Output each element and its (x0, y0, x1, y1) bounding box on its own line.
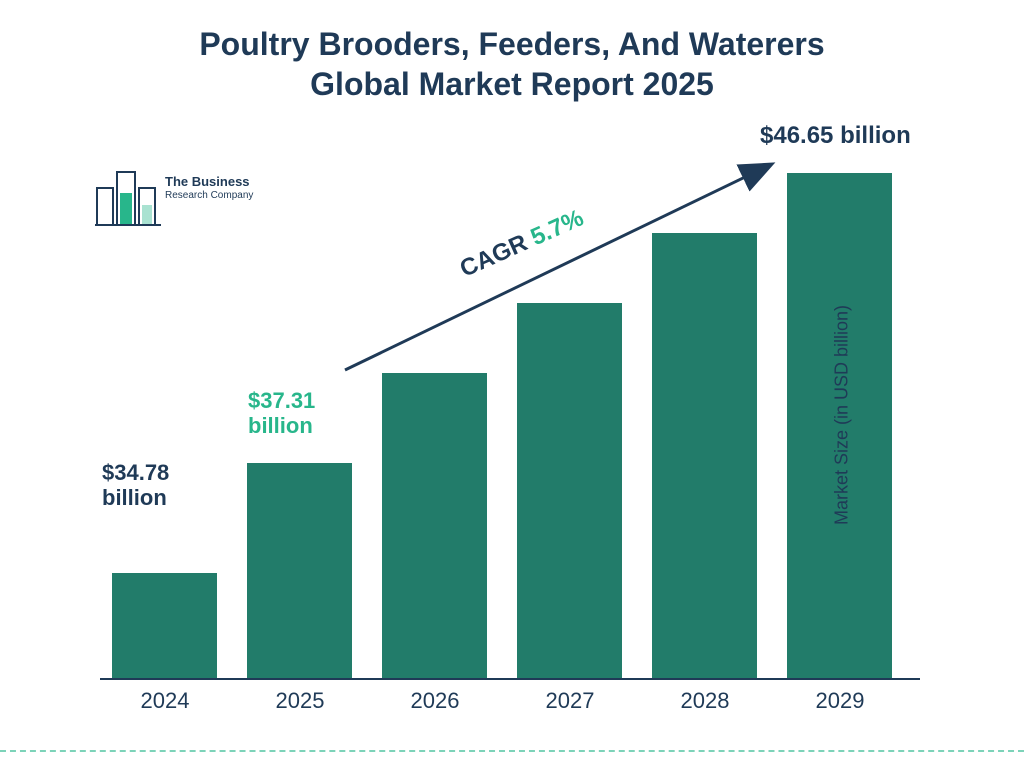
bar-slot: 2028 (640, 148, 770, 678)
data-label-value: $46.65 billion (760, 122, 911, 149)
title-line-1: Poultry Brooders, Feeders, And Waterers (0, 24, 1024, 64)
bar-series: 202420252026202720282029 (100, 148, 920, 678)
x-tick-label: 2028 (640, 678, 770, 714)
y-axis-label: Market Size (in USD billion) (831, 305, 852, 525)
x-tick-label: 2024 (100, 678, 230, 714)
bottom-divider (0, 750, 1024, 752)
title-line-2: Global Market Report 2025 (0, 64, 1024, 104)
data-label-2025: $37.31 billion (248, 388, 315, 439)
data-label-unit: billion (102, 485, 167, 510)
bar-slot: 2026 (370, 148, 500, 678)
chart-title: Poultry Brooders, Feeders, And Waterers … (0, 24, 1024, 104)
chart-canvas: Poultry Brooders, Feeders, And Waterers … (0, 0, 1024, 768)
data-label-value: $37.31 (248, 388, 315, 413)
bar (382, 373, 487, 678)
data-label-2029: $46.65 billion (760, 122, 911, 150)
data-label-2024: $34.78 billion (102, 460, 169, 511)
bar (247, 463, 352, 678)
bar (517, 303, 622, 678)
x-tick-label: 2027 (505, 678, 635, 714)
bar (652, 233, 757, 678)
x-tick-label: 2026 (370, 678, 500, 714)
data-label-unit: billion (248, 413, 313, 438)
x-tick-label: 2029 (775, 678, 905, 714)
data-label-value: $34.78 (102, 460, 169, 485)
bar-slot: 2024 (100, 148, 230, 678)
chart-plot-area: 202420252026202720282029 Market Size (in… (100, 150, 920, 680)
x-tick-label: 2025 (235, 678, 365, 714)
bar (112, 573, 217, 678)
